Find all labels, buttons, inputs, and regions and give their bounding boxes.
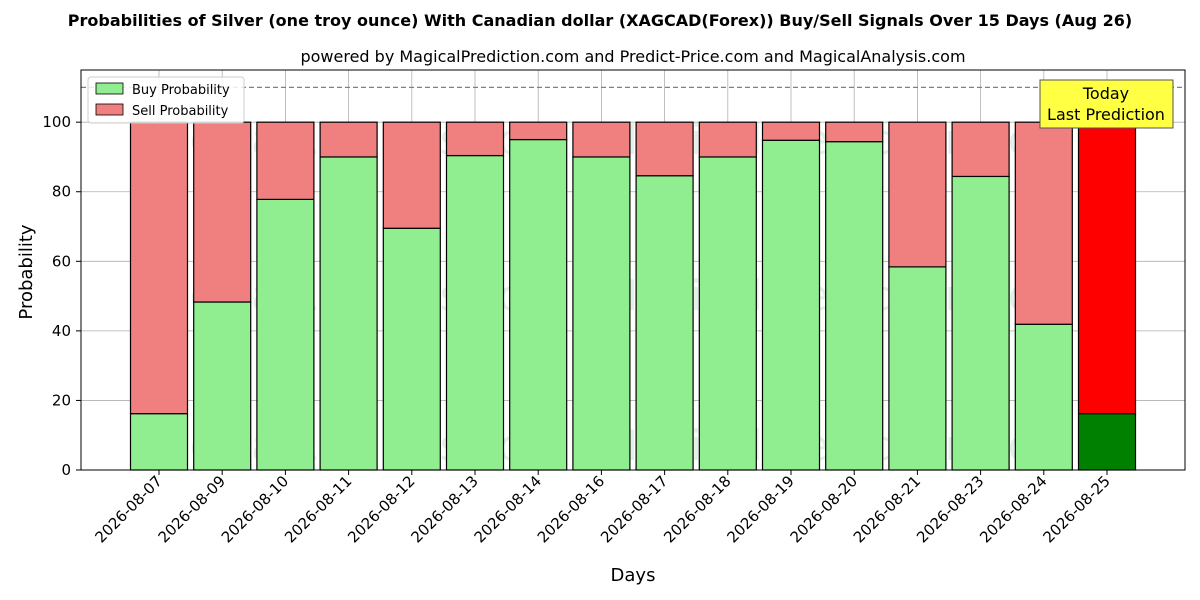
buy-bar-2026-08-20 <box>825 141 884 471</box>
buy-bar-2026-08-23 <box>951 175 1010 471</box>
buy-bar-2026-08-19 <box>761 139 821 471</box>
x-axis-ticks: 2026-08-072026-08-092026-08-102026-08-11… <box>91 470 1114 546</box>
sell-bar-2026-08-10 <box>256 121 315 200</box>
sell-bar-2026-08-18 <box>698 121 757 158</box>
y-tick-label: 40 <box>52 322 71 340</box>
buy-bar-2026-08-13 <box>445 154 505 471</box>
x-tick-label-2026-08-17: 2026-08-17 <box>597 472 671 546</box>
y-axis-ticks: 0 20 40 60 80 100 <box>42 113 81 479</box>
buy-bar-2026-08-09 <box>193 301 252 471</box>
x-tick-label-2026-08-10: 2026-08-10 <box>218 472 292 546</box>
legend-swatch-buy <box>95 82 124 95</box>
buy-bar-2026-08-14 <box>509 138 568 471</box>
legend-swatch-sell <box>95 103 124 116</box>
sell-bar-2026-08-14 <box>509 121 568 141</box>
x-tick-label-2026-08-19: 2026-08-19 <box>723 472 797 546</box>
y-axis-label: Probability <box>16 224 37 319</box>
x-tick-label-2026-08-23: 2026-08-23 <box>913 472 987 546</box>
x-tick-label-2026-08-16: 2026-08-16 <box>534 472 608 546</box>
x-tick-label-2026-08-18: 2026-08-18 <box>660 472 734 546</box>
y-tick-label: 0 <box>61 461 71 479</box>
x-tick-label-2026-08-07: 2026-08-07 <box>91 472 165 546</box>
today-annotation-box <box>1039 79 1174 129</box>
sell-bar-2026-08-09 <box>193 121 252 303</box>
sell-bar-2026-08-24 <box>1014 121 1073 325</box>
buy-bar-2026-08-24 <box>1014 323 1073 471</box>
buy-bar-2026-08-12 <box>382 227 441 471</box>
x-tick-label-2026-08-24: 2026-08-24 <box>976 472 1050 546</box>
x-tick-label-2026-08-14: 2026-08-14 <box>471 472 545 546</box>
buy-bar-2026-08-25 <box>1077 413 1137 471</box>
today-annotation: Today Last Prediction <box>1039 79 1174 129</box>
chart-title: Probabilities of Silver (one troy ounce)… <box>68 11 1132 30</box>
legend-label-buy: Buy Probability <box>132 83 230 98</box>
sell-bar-2026-08-13 <box>445 121 505 157</box>
y-tick-label: 20 <box>52 391 71 409</box>
x-tick-label-2026-08-11: 2026-08-11 <box>281 472 355 546</box>
x-tick-label-2026-08-21: 2026-08-21 <box>850 472 924 546</box>
buy-bar-2026-08-16 <box>572 156 631 471</box>
chart-subtitle: powered by MagicalPrediction.com and Pre… <box>300 47 965 66</box>
buy-bar-2026-08-21 <box>888 266 947 471</box>
legend-label-sell: Sell Probability <box>132 104 229 119</box>
buy-bar-2026-08-11 <box>319 156 378 471</box>
sell-bar-2026-08-11 <box>319 121 378 158</box>
x-tick-label-2026-08-20: 2026-08-20 <box>787 472 861 546</box>
buy-bar-2026-08-10 <box>256 198 315 471</box>
sell-bar-2026-08-19 <box>761 121 821 141</box>
x-tick-label-2026-08-25: 2026-08-25 <box>1039 472 1113 546</box>
sell-bar-2026-08-07 <box>129 121 189 415</box>
sell-bar-2026-08-23 <box>951 121 1010 178</box>
x-tick-label-2026-08-12: 2026-08-12 <box>344 472 418 546</box>
today-annotation-line-1: Today <box>1082 84 1129 103</box>
sell-bar-2026-08-25 <box>1077 121 1137 415</box>
y-tick-label: 80 <box>52 183 71 201</box>
buy-bar-2026-08-18 <box>698 156 757 471</box>
sell-bar-2026-08-12 <box>382 121 441 229</box>
sell-bar-2026-08-20 <box>825 121 884 143</box>
sell-bar-2026-08-21 <box>888 121 947 268</box>
x-tick-label-2026-08-09: 2026-08-09 <box>155 472 229 546</box>
x-axis-label: Days <box>611 565 656 586</box>
plot-frame <box>80 69 1186 471</box>
y-tick-label: 100 <box>42 113 71 131</box>
buy-bar-2026-08-17 <box>635 175 694 471</box>
bar-series <box>129 121 1137 471</box>
sell-bar-2026-08-17 <box>635 121 694 177</box>
sell-bar-2026-08-16 <box>572 121 631 158</box>
x-tick-label-2026-08-13: 2026-08-13 <box>407 472 481 546</box>
legend-box <box>87 76 245 124</box>
y-tick-label: 60 <box>52 252 71 270</box>
legend: Buy Probability Sell Probability <box>87 76 245 124</box>
buy-bar-2026-08-07 <box>129 413 189 471</box>
today-annotation-line-2: Last Prediction <box>1047 105 1165 124</box>
